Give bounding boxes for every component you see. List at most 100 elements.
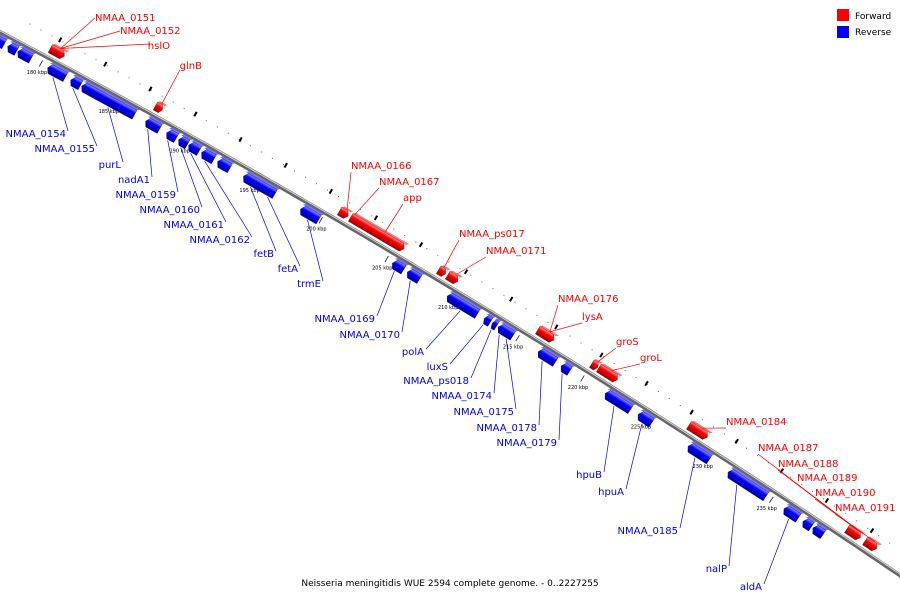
- feature-body: [188, 142, 202, 156]
- leader-line-grol: [611, 363, 641, 371]
- track-dot: [51, 35, 53, 37]
- feature-body: [178, 136, 191, 150]
- feature-bevel: [50, 62, 71, 73]
- feature-body: [604, 390, 634, 414]
- feature-body: [589, 359, 599, 371]
- feature-bevel: [303, 204, 324, 216]
- track-dot: [525, 308, 527, 310]
- feature-bevel: [440, 265, 451, 271]
- track-dot: [161, 95, 163, 97]
- feature-bevel: [867, 536, 882, 546]
- leader-line-nmaa-0185: [679, 457, 696, 529]
- gene-feature-rev-5: [81, 80, 140, 120]
- gene-feature-rev-28: [812, 523, 829, 539]
- tick-label: 195 kbp: [239, 188, 259, 194]
- leader-line-hslo: [60, 43, 151, 49]
- track-dot: [668, 398, 670, 399]
- track-dot: [602, 356, 604, 358]
- track-dot: [172, 101, 174, 103]
- track-dot: [139, 83, 141, 85]
- kbp-tick: [580, 375, 585, 382]
- feature-bevel: [594, 359, 603, 364]
- track-dot: [569, 335, 571, 337]
- feature-bevel: [449, 270, 463, 278]
- legend-forward-label: Forward: [855, 12, 891, 22]
- gene-feature-rev-17: [483, 313, 496, 327]
- leader-line-app: [384, 203, 404, 233]
- gene-feature-rev-0: [0, 32, 10, 50]
- gene-feature-rev-11: [217, 156, 235, 174]
- feature-body: [687, 443, 713, 465]
- gene-feature-rev-2: [17, 46, 37, 64]
- gene-label-nmaa-ps017: NMAA_ps017: [459, 229, 525, 240]
- major-tick: [328, 188, 333, 195]
- gene-label-nmaa-0175: NMAA_0175: [453, 407, 514, 418]
- gene-feature-fwd-7: [589, 359, 603, 371]
- feature-bevel: [786, 503, 804, 514]
- track-dot: [249, 145, 251, 147]
- track-dot: [834, 505, 836, 507]
- track-dot: [448, 261, 450, 263]
- gene-label-nmaa-0189: NMAA_0189: [797, 473, 858, 484]
- gene-label-lysa: lysA: [582, 312, 603, 323]
- feature-bevel: [0, 32, 10, 40]
- track-dot: [62, 41, 64, 43]
- gene-feature-fwd-8: [596, 363, 623, 383]
- major-tick: [644, 380, 649, 387]
- feature-bevel: [691, 420, 713, 434]
- track-dot: [316, 183, 317, 185]
- gene-label-feta: fetA: [278, 264, 299, 275]
- track-dot: [415, 241, 417, 243]
- gene-label-nmaa-0179: NMAA_0179: [496, 438, 557, 449]
- feature-bevel: [494, 318, 502, 322]
- feature-bevel: [245, 171, 280, 190]
- leader-lines: [52, 17, 875, 585]
- feature-body: [447, 293, 481, 319]
- leader-line-pola: [425, 310, 461, 350]
- gene-label-nmaa-0160: NMAA_0160: [139, 205, 200, 216]
- feature-bevel: [341, 206, 354, 213]
- major-tick: [689, 409, 694, 415]
- tick-label: 210 kbp: [438, 305, 458, 311]
- feature-body: [727, 469, 769, 502]
- track-dot: [128, 77, 130, 79]
- kbp-tick: [38, 60, 43, 67]
- gene-label-nmaa-0191: NMAA_0191: [835, 503, 896, 514]
- track-dot: [657, 391, 659, 392]
- feature-body: [70, 76, 84, 91]
- gene-feature-rev-13: [300, 204, 324, 225]
- gene-label-hslo: hslO: [148, 41, 170, 52]
- gene-label-gros: groS: [616, 337, 639, 348]
- track-dot: [470, 274, 472, 276]
- leader-line-feta: [267, 196, 301, 267]
- track-dot: [746, 447, 747, 449]
- major-tick: [103, 61, 108, 67]
- gene-label-nmaa-0167: NMAA_0167: [379, 177, 440, 188]
- track-dot: [459, 268, 461, 269]
- feature-body: [490, 319, 500, 331]
- track-dot: [338, 196, 340, 197]
- feature-body: [47, 44, 65, 59]
- major-tick: [509, 296, 514, 302]
- track-dot: [205, 120, 207, 122]
- gene-label-hpua: hpuA: [598, 487, 624, 498]
- track-dot: [40, 29, 42, 31]
- leader-line-nmaa-0155: [72, 87, 98, 147]
- major-tick: [283, 162, 288, 168]
- feature-bevel: [191, 140, 205, 147]
- track-dot: [845, 513, 847, 515]
- leader-line-nmaa-ps017: [443, 239, 460, 268]
- gene-label-nmaa-0154: NMAA_0154: [5, 129, 66, 140]
- feature-bevel: [849, 524, 866, 535]
- kbp-tick: [515, 335, 520, 342]
- leader-line-nmaa-0154: [52, 77, 69, 132]
- feature-bevel: [157, 101, 168, 106]
- major-tick: [58, 37, 63, 43]
- major-tick: [148, 86, 153, 92]
- track-dot: [183, 107, 185, 109]
- leader-line-nmaa-0160: [180, 147, 203, 208]
- feature-body: [392, 260, 407, 275]
- legend: Forward Reverse: [837, 9, 892, 38]
- legend-reverse-swatch: [837, 26, 849, 38]
